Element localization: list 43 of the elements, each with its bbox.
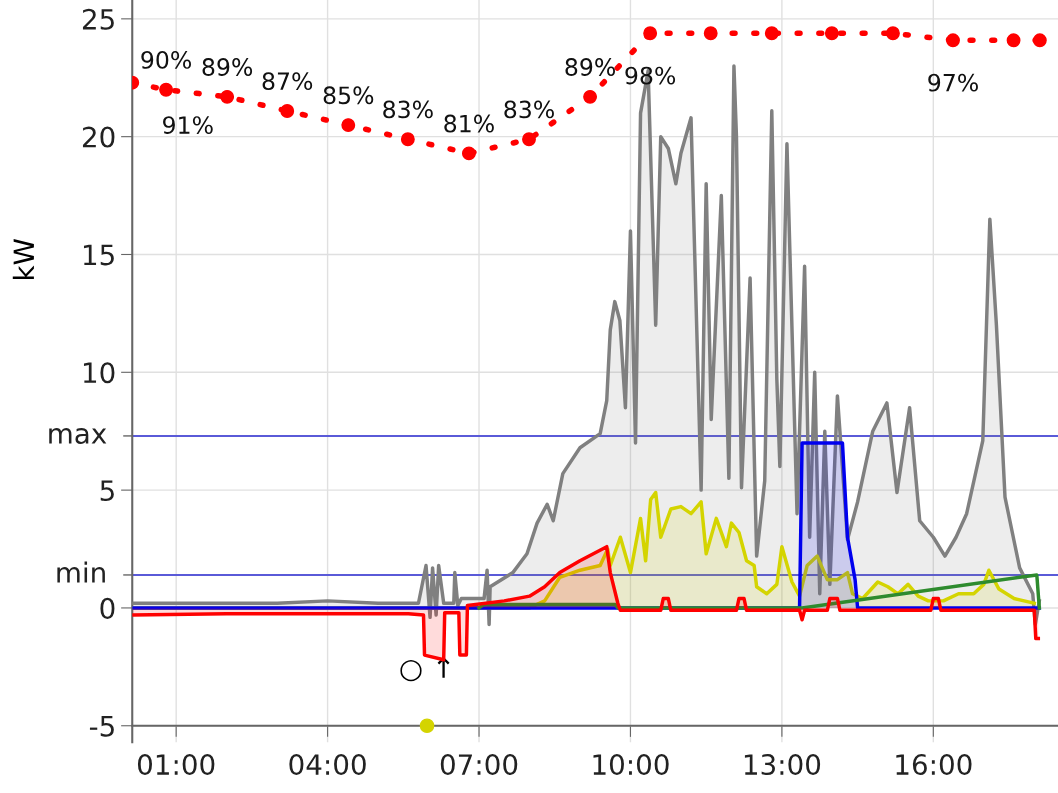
ref-line-label: min (57, 561, 105, 583)
point (946, 33, 960, 48)
data-label: 89% (202, 58, 253, 76)
data-label: 89% (565, 58, 616, 76)
y-tick-label: -5 (89, 716, 114, 737)
data-label: 83% (504, 100, 554, 119)
data-label: 98% (625, 66, 676, 85)
data-label: 90% (141, 50, 192, 69)
point (341, 118, 356, 133)
x-tick-label: 04:00 (289, 754, 366, 776)
y-tick-label: 15 (83, 244, 114, 266)
point (461, 146, 476, 161)
x-tick-label: 01:00 (137, 754, 215, 776)
point (400, 132, 415, 147)
ref-line-label: max (49, 428, 107, 444)
data-label: 91% (163, 116, 213, 134)
y-tick-label: 5 (100, 480, 114, 502)
point (824, 26, 839, 41)
point (280, 104, 295, 118)
data-label: 97% (928, 73, 978, 92)
point (643, 26, 658, 41)
x-tick-label: 07:00 (440, 754, 518, 776)
point (1006, 33, 1021, 48)
y-tick-label: 0 (100, 597, 115, 619)
y-axis-title: kW (12, 238, 34, 280)
x-tick-label: 13:00 (744, 754, 821, 776)
point (703, 26, 718, 41)
data-label: 81% (444, 114, 494, 133)
y-tick-label: 10 (83, 362, 115, 384)
point (764, 26, 779, 41)
x-tick-label: 16:00 (896, 754, 972, 776)
y-tick-label: 25 (82, 8, 114, 30)
x-tick-label: 10:00 (593, 754, 669, 776)
point (159, 82, 174, 97)
point (220, 89, 235, 104)
point (522, 132, 536, 147)
data-label: 85% (323, 86, 374, 105)
y-tick-label: 20 (82, 126, 115, 148)
data-label: 83% (383, 100, 433, 119)
data-label: 87% (262, 72, 313, 91)
point (1032, 33, 1047, 48)
point (583, 89, 598, 104)
point (885, 26, 900, 41)
